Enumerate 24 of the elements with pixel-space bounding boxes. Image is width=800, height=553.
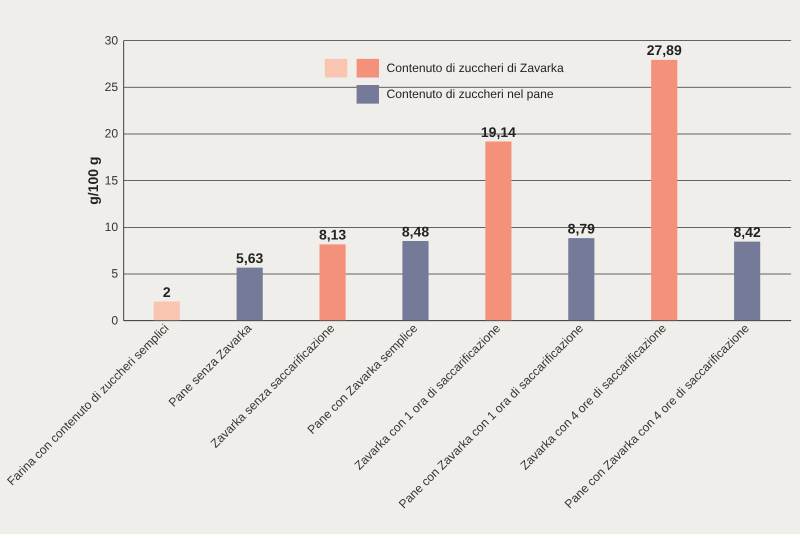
- data-label: 8,48: [402, 223, 430, 240]
- bar: [236, 268, 263, 320]
- y-tick-label: 10: [104, 220, 118, 234]
- data-label: 5,63: [236, 250, 264, 266]
- bar: [320, 244, 346, 320]
- bar: [734, 242, 760, 320]
- data-label: 8,13: [318, 226, 346, 243]
- y-axis-title: g/100 g: [85, 156, 102, 205]
- data-label: 27,89: [646, 42, 682, 58]
- y-tick-label: 25: [104, 80, 118, 94]
- y-tick-label: 20: [104, 126, 118, 141]
- data-label: 2: [162, 284, 171, 300]
- bar: [568, 238, 594, 320]
- y-tick-label: 15: [104, 173, 118, 188]
- y-tick-label: 5: [111, 266, 118, 281]
- y-tick-label: 0: [111, 313, 118, 328]
- y-tick-label: 30: [104, 33, 118, 48]
- bar: [651, 60, 678, 320]
- bar: [154, 302, 180, 320]
- data-label: 8,42: [734, 224, 761, 240]
- legend-label: Contenuto di zuccheri di Zavarka: [386, 60, 564, 75]
- legend-label: Contenuto di zuccheri nel pane: [386, 87, 554, 102]
- bar: [402, 241, 429, 320]
- bar: [485, 142, 512, 320]
